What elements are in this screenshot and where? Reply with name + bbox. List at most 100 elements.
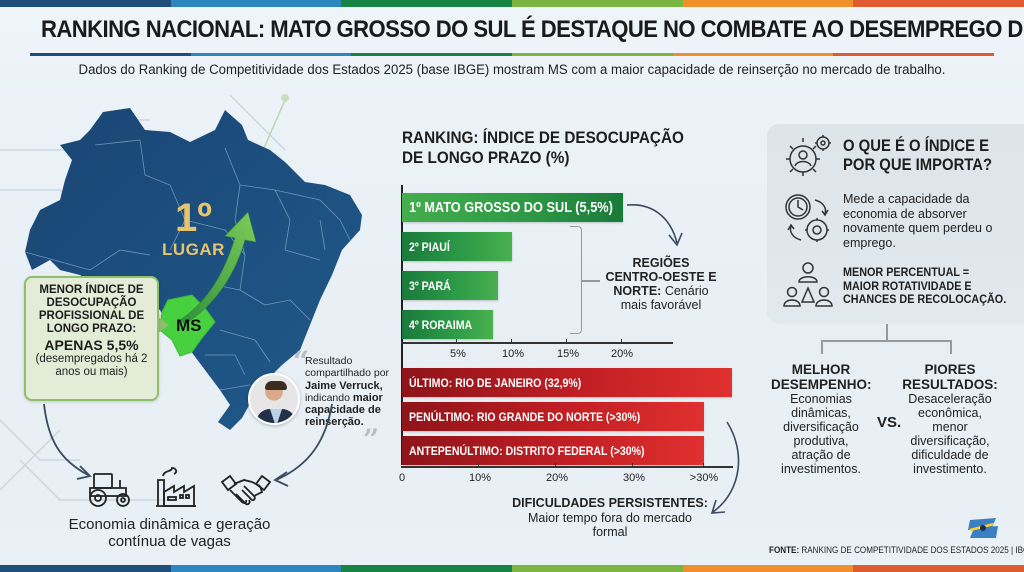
tree-connector [886, 324, 888, 340]
callout-heading: MENOR ÍNDICE DE DESOCUPAÇÃO PROFISSIONAL… [38, 284, 145, 335]
bar-label: ANTEPENÚLTIMO: DISTRITO FEDERAL (>30%) [409, 443, 645, 458]
bar-distrito-federal: ANTEPENÚLTIMO: DISTRITO FEDERAL (>30%) [402, 436, 704, 465]
avatar-jaime-verruck [248, 373, 300, 425]
info-strong-line-1: MENOR PERCENTUAL = [843, 265, 970, 279]
bar-piaui: 2º PIAUÍ [402, 232, 512, 261]
tractor-icon [89, 473, 130, 507]
top-color-stripe [0, 0, 1024, 7]
growth-arrow-icon [179, 211, 257, 325]
difficulties-note: DIFICULDADES PERSISTENTES: Maior tempo f… [510, 496, 710, 540]
source-text: RANKING DE COMPETITIVIDADE DOS ESTADOS 2… [801, 545, 1024, 555]
chart-title-line-2: DE LONGO PRAZO (%) [402, 148, 570, 167]
bar-label: 3º PARÁ [409, 278, 451, 293]
tick-label: 15% [556, 348, 580, 360]
brazil-shape [25, 108, 362, 430]
tick-label: 10% [468, 472, 492, 484]
info-description-row: Mede a capacidade da economia de absorve… [783, 192, 993, 250]
difficulties-text: Maior tempo fora do mercado formal [528, 510, 692, 540]
factory-icon [156, 467, 196, 507]
bar-roraima: 4º RORAIMA [402, 310, 493, 339]
info-strong-row: MENOR PERCENTUAL = MAIOR ROTATIVIDADE E … [783, 262, 1024, 308]
bar-label: 4º RORAIMA [409, 317, 473, 332]
bar-label: 2º PIAUÍ [409, 239, 450, 254]
tick-label: 10% [501, 348, 525, 360]
tick [478, 463, 479, 468]
region-bracket-stem [582, 280, 600, 282]
rank-badge: 1º LUGAR [162, 198, 225, 260]
worst-results-title: PIORES RESULTADOS: [902, 362, 998, 392]
quote-strong-1: maior [352, 391, 383, 404]
chart-title: RANKING: ÍNDICE DE DESOCUPAÇÃO DE LONGO … [402, 128, 684, 168]
ms-state-label: MS [176, 316, 202, 335]
region-bracket [570, 226, 582, 334]
quote-strong-2: capacidade de reinserção. [305, 404, 381, 429]
bar-mato-grosso-do-sul: 1º MATO GROSSO DO SUL (5,5%) [402, 193, 623, 222]
curved-arrow-left-icon [710, 421, 740, 514]
chart-top-x-axis [401, 342, 673, 344]
tree-connector [950, 340, 952, 354]
tick-label: 20% [545, 472, 569, 484]
handshake-icon [220, 474, 272, 506]
ibge-logo-icon [968, 518, 998, 538]
economy-caption: Economia dinâmica e geração contínua de … [68, 516, 271, 550]
tick-label: 0 [398, 472, 406, 484]
brazil-map [24, 108, 362, 430]
quote-open-icon: “ [293, 345, 310, 378]
bottom-color-stripe [0, 565, 1024, 572]
people-network-icon [783, 262, 833, 307]
tick [632, 463, 633, 468]
info-strong: MENOR PERCENTUAL = MAIOR ROTATIVIDADE E … [843, 265, 1024, 307]
best-performance-text: Economias dinâmicas, diversificação prod… [781, 392, 861, 476]
best-performance: MELHOR DESEMPENHO: Economias dinâmicas, … [771, 362, 872, 476]
quote-close-icon: ” [363, 423, 380, 456]
tick [456, 339, 457, 344]
info-strong-line-2: MAIOR ROTATIVIDADE E [843, 278, 972, 293]
source-label: FONTE: [769, 545, 800, 555]
region-note-strong: REGIÕES CENTRO-OESTE E NORTE: [605, 256, 717, 298]
callout-note: (desempregados há 2 anos ou mais) [35, 353, 148, 378]
tick-label: 30% [622, 472, 646, 484]
tick-label: 20% [610, 348, 634, 360]
page-subtitle: Dados do Ranking de Competitividade dos … [78, 62, 946, 78]
info-description: Mede a capacidade da economia de absorve… [843, 192, 993, 250]
info-title-line-2: POR QUE IMPORTA? [843, 156, 993, 174]
info-header: O QUE É O ÍNDICE E POR QUE IMPORTA? [783, 133, 1009, 177]
tick [511, 339, 512, 344]
tick [703, 463, 704, 468]
tree-connector [821, 340, 951, 342]
economy-icons [86, 466, 272, 508]
bar-label: ÚLTIMO: RIO DE JANEIRO (32,9%) [409, 375, 582, 390]
rank-label: LUGAR [162, 240, 225, 259]
region-note-text: Cenário mais favorável [620, 284, 709, 312]
quote-mid: indicando [305, 391, 350, 404]
quote-text: Resultado compartilhado por Jaime Verruc… [305, 355, 397, 429]
bar-label: 1º MATO GROSSO DO SUL (5,5%) [409, 199, 613, 216]
info-title-line-1: O QUE É O ÍNDICE E [843, 137, 990, 155]
clock-gear-cycle-icon [785, 194, 829, 242]
tick-label: >30% [689, 472, 719, 484]
bar-label: PENÚLTIMO: RIO GRANDE DO NORTE (>30%) [409, 409, 641, 424]
curved-arrows-decoration [43, 403, 333, 487]
tick [621, 339, 622, 344]
difficulties-strong: DIFICULDADES PERSISTENTES: [512, 496, 708, 510]
callout-pointer [157, 316, 169, 334]
quote-pre: Resultado compartilhado por [305, 355, 390, 380]
versus-label: VS. [877, 414, 902, 431]
info-title: O QUE É O ÍNDICE E POR QUE IMPORTA? [843, 137, 1009, 175]
title-underline-stripe [30, 53, 995, 56]
ms-callout-box: MENOR ÍNDICE DE DESOCUPAÇÃO PROFISSIONAL… [24, 276, 159, 401]
worst-results: PIORES RESULTADOS: Desaceleração econômi… [900, 362, 1000, 476]
quote-author: Jaime Verruck, [305, 379, 383, 392]
source-credit: FONTE: RANKING DE COMPETITIVIDADE DOS ES… [769, 545, 1024, 555]
best-performance-title: MELHOR DESEMPENHO: [771, 362, 872, 392]
chart-y-axis [401, 185, 403, 465]
gears-person-icon [786, 135, 831, 176]
tick-label: 5% [450, 348, 466, 360]
rank-number: 1º [175, 196, 212, 240]
tree-connector [821, 340, 823, 354]
callout-value: APENAS 5,5% [44, 337, 139, 353]
worst-results-text: Desaceleração econômica, menor diversifi… [908, 392, 992, 476]
tick [566, 339, 567, 344]
page-title: RANKING NACIONAL: MATO GROSSO DO SUL É D… [40, 16, 1024, 43]
chart-title-line-1: RANKING: ÍNDICE DE DESOCUPAÇÃO [402, 128, 684, 147]
